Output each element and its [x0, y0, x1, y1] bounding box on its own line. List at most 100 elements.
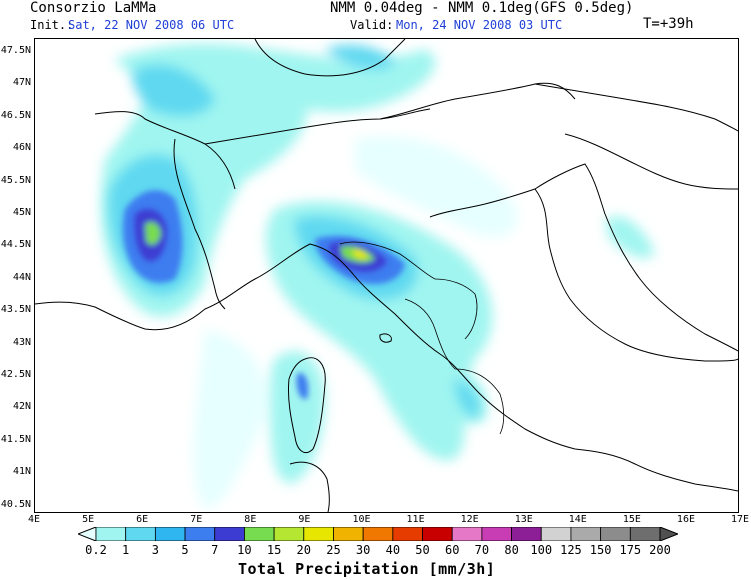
lon-tick-label: 4E — [28, 514, 41, 525]
colorbar-swatch — [511, 527, 542, 541]
org-title: Consorzio LaMMa — [30, 0, 157, 16]
colorbar-swatch — [570, 527, 602, 541]
valid-value: Mon, 24 NOV 2008 03 UTC — [396, 18, 563, 32]
lat-tick-label: 40.5N — [0, 498, 31, 510]
colorbar-min-arrow — [78, 527, 97, 541]
colorbar-swatch — [214, 527, 245, 541]
border-switzerland-north — [254, 39, 406, 77]
border-marche — [434, 278, 478, 340]
precip-area-corsica-core — [296, 373, 309, 400]
country-borders — [94, 39, 738, 310]
colorbar-tick-label: 100 — [530, 543, 553, 557]
lon-tick-label: 17E — [731, 514, 750, 525]
lat-tick-label: 41N — [12, 466, 31, 478]
border-switzerland-italy — [204, 108, 431, 145]
valid-label: Valid: — [350, 18, 394, 32]
colorbar-tick-label: 175 — [619, 543, 642, 557]
border-tuscany-emilia — [339, 241, 436, 280]
coastline-mainland — [35, 243, 738, 492]
colorbar-swatch — [481, 527, 512, 541]
colorbar-swatch — [333, 527, 364, 541]
coastline-elba — [379, 333, 392, 343]
colorbar-max-arrow — [659, 527, 678, 541]
lon-tick-label: 14E — [568, 514, 587, 525]
colorbar-swatch — [629, 527, 661, 541]
lat-tick-label: 47N — [12, 77, 31, 89]
init-value: Sat, 22 NOV 2008 06 UTC — [68, 18, 235, 32]
colorbar-tick-label: 10 — [237, 543, 252, 557]
colorbar-swatch — [273, 527, 305, 541]
regional-borders — [339, 241, 505, 435]
colorbar-tick-label: 50 — [415, 543, 430, 557]
lon-tick-label: 15E — [622, 514, 641, 525]
lat-tick-label: 45N — [12, 206, 31, 218]
forecast-step: T=+39h — [643, 16, 694, 32]
lat-tick-label: 46.5N — [0, 109, 31, 121]
precip-area-north — [133, 65, 215, 116]
colorbar-swatch — [392, 527, 423, 541]
lat-tick-label: 45.5N — [0, 174, 31, 186]
colorbar-swatch — [95, 527, 127, 541]
precipitation-colorbar — [78, 527, 678, 541]
border-lazio — [454, 368, 505, 435]
precip-area-croatia — [605, 216, 655, 259]
colorbar-tick-label: 7 — [211, 543, 219, 557]
map-canvas — [35, 39, 738, 512]
coastline-corsica — [288, 357, 326, 453]
colorbar-tick-label: 70 — [474, 543, 490, 557]
lon-tick-label: 8E — [244, 514, 257, 525]
coastline-sardinia — [289, 461, 330, 512]
colorbar-tick-label: 0.2 — [85, 543, 107, 557]
model-title: NMM 0.04deg - NMM 0.1deg(GFS 0.5deg) — [330, 0, 634, 16]
precip-area-corsica — [270, 351, 325, 484]
precipitation-map[interactable] — [34, 38, 739, 513]
border-france-italy — [173, 138, 226, 310]
lat-tick-label: 42N — [12, 401, 31, 413]
colorbar-tick-label: 20 — [296, 543, 312, 557]
lat-tick-label: 42.5N — [0, 368, 31, 380]
lat-tick-label: 46N — [12, 142, 31, 154]
colorbar-tick-label: 80 — [504, 543, 519, 557]
lon-tick-label: 5E — [82, 514, 95, 525]
colorbar-swatch — [244, 527, 275, 541]
lat-tick-label: 44N — [12, 271, 31, 283]
precip-area-top — [325, 44, 395, 69]
colorbar-tick-label: 30 — [355, 543, 371, 557]
colorbar-swatch — [600, 527, 631, 541]
lon-tick-label: 11E — [406, 514, 425, 525]
lon-tick-label: 12E — [460, 514, 479, 525]
colorbar-swatch — [184, 527, 216, 541]
border-tuscany-umbria — [404, 298, 456, 370]
colorbar-title: Total Precipitation [mm/3h] — [238, 560, 496, 578]
border-slovenia-croatia — [564, 133, 738, 190]
lat-tick-label: 43N — [12, 336, 31, 348]
init-label: Init.: — [30, 18, 74, 32]
precip-area-tuscany — [455, 379, 479, 419]
lon-tick-label: 6E — [136, 514, 149, 525]
colorbar-tick-label: 3 — [151, 543, 159, 557]
colorbar-tick-label: 15 — [266, 543, 282, 557]
lat-tick-label: 43.5N — [0, 304, 31, 316]
colorbar-tick-label: 1 — [122, 543, 130, 557]
colorbar-tick-label: 40 — [385, 543, 401, 557]
precip-area-adriatic — [355, 136, 518, 237]
lat-tick-label: 47.5N — [0, 44, 31, 56]
colorbar-swatch — [125, 527, 156, 541]
colorbar-tick-label: 25 — [326, 543, 341, 557]
colorbar-tick-label: 60 — [444, 543, 460, 557]
border-austria-italy — [379, 82, 576, 120]
colorbar-tick-label: 200 — [649, 543, 671, 557]
colorbar-tick-label: 5 — [181, 543, 189, 557]
lon-tick-label: 7E — [190, 514, 203, 525]
colorbar-tick-label: 125 — [560, 543, 582, 557]
coastlines — [35, 163, 738, 512]
precip-area-south-sea — [193, 329, 267, 509]
lon-tick-label: 9E — [298, 514, 311, 525]
colorbar-swatch — [154, 527, 186, 541]
lat-tick-label: 41.5N — [0, 433, 31, 445]
precip-area-yellow — [353, 249, 368, 259]
lon-tick-label: 13E — [514, 514, 533, 525]
lon-tick-label: 16E — [676, 514, 695, 525]
coastline-istria-croatia — [534, 163, 738, 352]
colorbar-swatch — [422, 527, 453, 541]
